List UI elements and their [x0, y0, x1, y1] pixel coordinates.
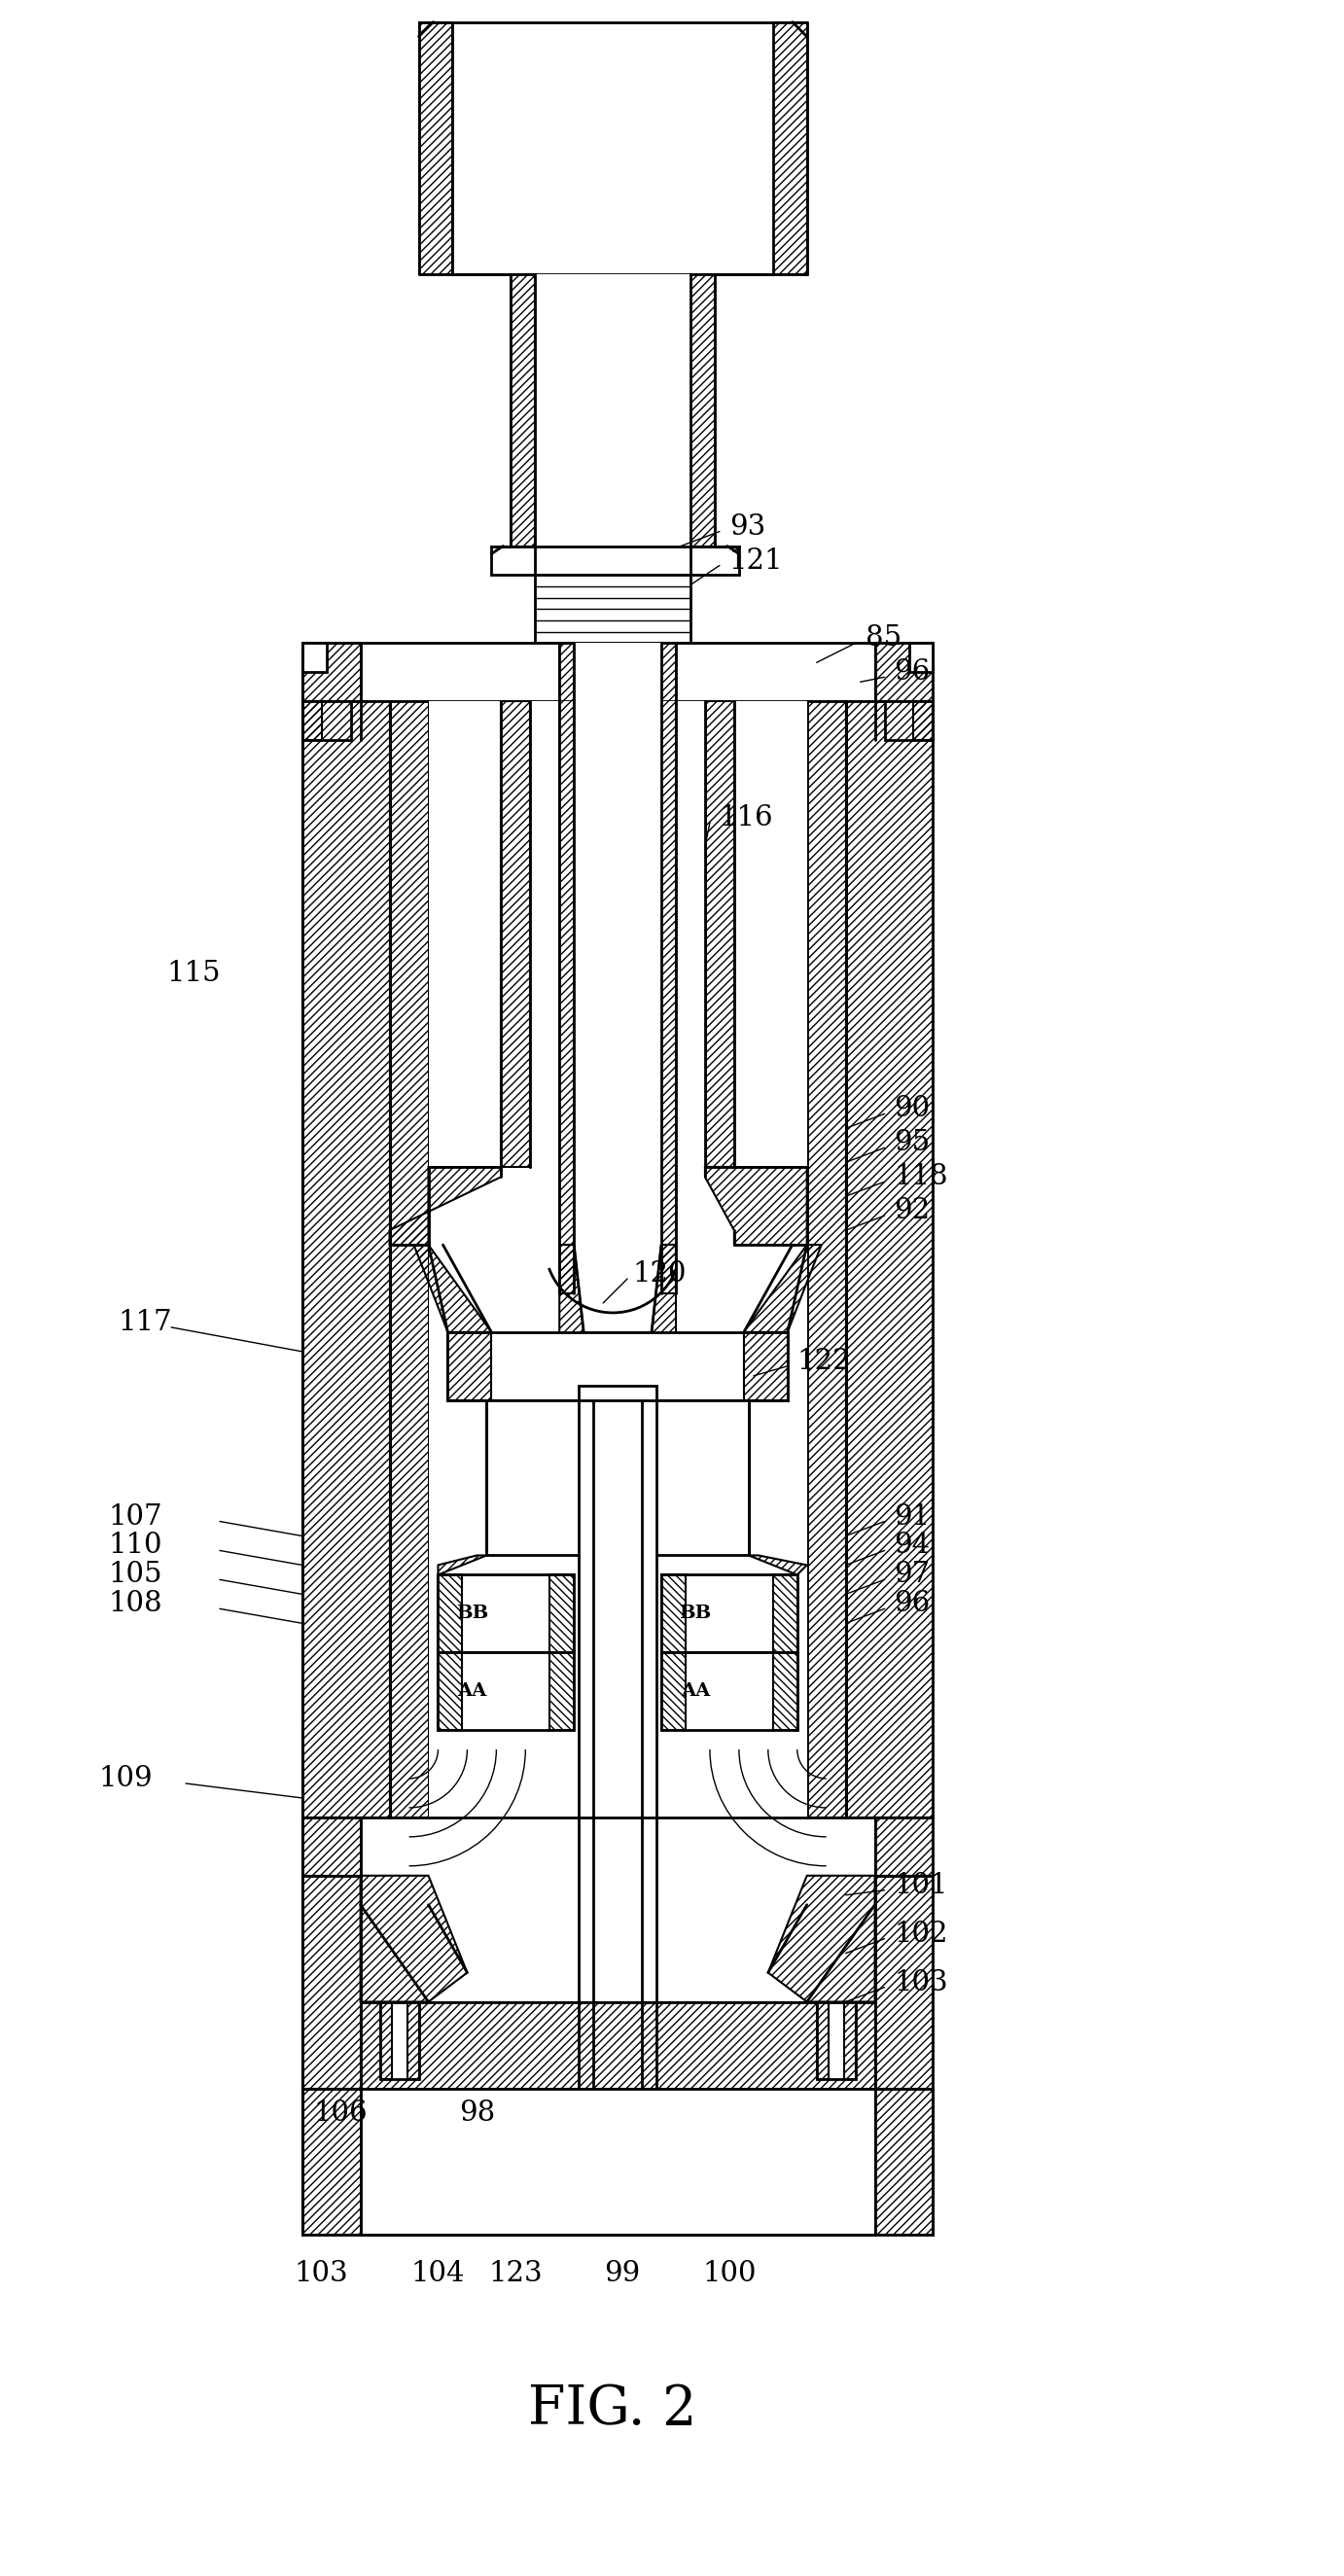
- Text: 118: 118: [894, 1164, 949, 1190]
- Text: 91: 91: [894, 1502, 930, 1530]
- Bar: [535, 273, 691, 546]
- Bar: [559, 644, 574, 1293]
- Text: 101: 101: [894, 1873, 949, 1899]
- Bar: [579, 1386, 656, 1401]
- Text: FIG. 2: FIG. 2: [528, 2383, 698, 2437]
- Bar: [601, 2177, 625, 2200]
- Text: 123: 123: [489, 2259, 543, 2287]
- Text: 97: 97: [894, 1561, 930, 1589]
- Bar: [661, 1651, 685, 1731]
- Bar: [390, 701, 429, 1819]
- Bar: [661, 1574, 685, 1651]
- Bar: [806, 701, 845, 1819]
- Text: 90: 90: [894, 1095, 930, 1123]
- Text: 106: 106: [314, 2099, 368, 2128]
- Bar: [535, 574, 691, 644]
- Text: BB: BB: [679, 1605, 711, 1623]
- Bar: [492, 546, 739, 574]
- Bar: [773, 23, 806, 273]
- Text: 103: 103: [294, 2259, 348, 2287]
- Bar: [655, 2117, 667, 2148]
- Text: 122: 122: [797, 1347, 851, 1376]
- Bar: [743, 1332, 788, 1401]
- Text: 109: 109: [98, 1765, 152, 1793]
- Bar: [884, 701, 933, 739]
- Bar: [302, 701, 321, 739]
- Bar: [773, 1651, 797, 1731]
- Bar: [569, 2117, 581, 2148]
- Bar: [360, 2002, 875, 2089]
- Bar: [661, 644, 676, 1293]
- Text: 121: 121: [730, 546, 784, 574]
- Bar: [574, 644, 661, 1293]
- Text: 105: 105: [108, 1561, 163, 1589]
- Text: 110: 110: [108, 1533, 163, 1558]
- Text: 96: 96: [894, 1589, 930, 1618]
- Text: 107: 107: [108, 1502, 163, 1530]
- Bar: [302, 701, 351, 739]
- Bar: [302, 1819, 360, 1875]
- Text: 103: 103: [894, 1968, 949, 1996]
- Text: 116: 116: [719, 804, 774, 832]
- Bar: [817, 2002, 828, 2079]
- Bar: [429, 701, 806, 1819]
- Bar: [579, 1401, 656, 2138]
- Bar: [419, 23, 453, 273]
- Bar: [380, 2002, 391, 2079]
- Text: 102: 102: [894, 1919, 949, 1947]
- Text: AA: AA: [457, 1682, 487, 1700]
- Bar: [302, 644, 327, 672]
- Text: 95: 95: [894, 1128, 930, 1157]
- Bar: [875, 2089, 933, 2236]
- Text: 96: 96: [894, 659, 930, 685]
- Bar: [448, 1332, 492, 1401]
- Bar: [531, 701, 706, 1167]
- Bar: [438, 1651, 574, 1731]
- Bar: [302, 644, 360, 701]
- Bar: [438, 1651, 462, 1731]
- Bar: [875, 1819, 933, 1875]
- Bar: [448, 1332, 788, 1401]
- Bar: [661, 1574, 797, 1651]
- Bar: [691, 273, 715, 546]
- Text: 100: 100: [703, 2259, 757, 2287]
- Bar: [773, 1574, 797, 1651]
- Bar: [661, 1651, 797, 1731]
- Bar: [550, 1651, 574, 1731]
- Bar: [438, 1574, 462, 1651]
- Bar: [302, 701, 390, 1819]
- Bar: [302, 644, 933, 701]
- Bar: [438, 1574, 574, 1651]
- Text: 108: 108: [108, 1589, 163, 1618]
- Bar: [380, 2002, 419, 2079]
- Bar: [909, 644, 933, 672]
- Text: 85: 85: [866, 623, 902, 652]
- Text: AA: AA: [680, 1682, 710, 1700]
- Bar: [453, 23, 773, 273]
- Text: 92: 92: [894, 1198, 930, 1224]
- Text: 117: 117: [118, 1309, 172, 1337]
- Bar: [706, 701, 734, 1167]
- Bar: [511, 273, 535, 546]
- Text: 93: 93: [730, 513, 766, 541]
- Bar: [302, 2089, 360, 2236]
- Bar: [487, 1401, 749, 1556]
- Bar: [914, 701, 933, 739]
- Text: 120: 120: [632, 1260, 687, 1288]
- Bar: [845, 701, 933, 1819]
- Bar: [407, 2002, 419, 2079]
- Text: 94: 94: [894, 1533, 930, 1558]
- Bar: [501, 701, 531, 1167]
- Bar: [844, 2002, 855, 2079]
- Bar: [817, 2002, 855, 2079]
- Text: 104: 104: [411, 2259, 465, 2287]
- Bar: [302, 2089, 933, 2236]
- Text: 99: 99: [605, 2259, 641, 2287]
- Text: 98: 98: [458, 2099, 495, 2128]
- Text: BB: BB: [456, 1605, 488, 1623]
- Bar: [875, 644, 933, 701]
- Text: 115: 115: [167, 958, 220, 987]
- Bar: [550, 1574, 574, 1651]
- Bar: [569, 2117, 667, 2148]
